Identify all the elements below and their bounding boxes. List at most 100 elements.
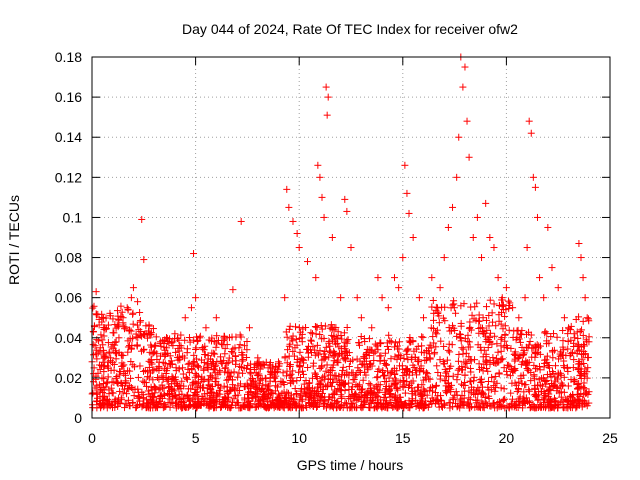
roti-point-bg: [169, 374, 177, 382]
roti-point: [92, 288, 100, 296]
roti-point-bg: [550, 346, 558, 354]
roti-point: [533, 213, 541, 221]
roti-point-bg: [467, 383, 475, 391]
roti-point: [192, 294, 200, 302]
roti-point-bg: [531, 384, 539, 392]
roti-point-bg: [414, 383, 422, 391]
roti-point-bg: [129, 309, 137, 317]
roti-point-bg: [490, 300, 498, 308]
x-tick-label: 0: [88, 430, 96, 446]
roti-point-bg: [450, 324, 458, 332]
roti-point-bg: [441, 365, 449, 373]
roti-point-bg: [414, 386, 422, 394]
roti-point: [490, 244, 498, 252]
y-tick-label: 0.1: [63, 209, 83, 225]
roti-point-bg: [143, 334, 151, 342]
roti-point-bg: [329, 361, 337, 369]
roti-point: [415, 294, 423, 302]
roti-point-bg: [373, 374, 381, 382]
roti-point: [229, 286, 237, 294]
roti-point-bg: [139, 377, 147, 385]
roti-point-bg: [396, 378, 404, 386]
roti-point-bg: [187, 385, 195, 393]
roti-point-bg: [497, 384, 505, 392]
roti-point-bg: [473, 299, 481, 307]
roti-point-bg: [318, 325, 326, 333]
roti-point-bg: [110, 360, 118, 368]
roti-point-bg: [419, 333, 427, 341]
y-tick-label: 0.14: [55, 129, 82, 145]
roti-point-bg: [239, 357, 247, 365]
roti-point-bg: [307, 329, 315, 337]
roti-point-bg: [174, 334, 182, 342]
roti-point-bg: [559, 351, 567, 359]
roti-point-bg: [166, 352, 174, 360]
y-tick-label: 0.04: [55, 330, 82, 346]
roti-point-bg: [119, 389, 127, 397]
roti-point-bg: [447, 362, 455, 370]
roti-point-bg: [429, 296, 437, 304]
roti-point-bg: [466, 318, 474, 326]
roti-point-bg: [430, 339, 438, 347]
roti-point: [328, 234, 336, 241]
roti-point-bg: [384, 345, 392, 353]
roti-point: [469, 234, 477, 241]
x-tick-label: 10: [291, 430, 307, 446]
roti-point-bg: [234, 373, 242, 381]
roti-point-bg: [152, 341, 160, 349]
roti-point-bg: [303, 345, 311, 353]
roti-point: [486, 234, 494, 241]
roti-point-bg: [382, 361, 390, 369]
roti-point-bg: [145, 374, 153, 382]
roti-point: [536, 274, 544, 282]
roti-point: [459, 83, 467, 91]
roti-point-bg: [564, 330, 572, 338]
roti-point: [314, 161, 322, 169]
roti-point-bg: [434, 392, 442, 400]
roti-point-bg: [458, 380, 466, 388]
roti-point-bg: [498, 302, 506, 310]
roti-point: [293, 229, 301, 237]
roti-point-bg: [182, 374, 190, 382]
roti-point-bg: [124, 305, 132, 313]
roti-point: [401, 161, 409, 169]
roti-point-bg: [241, 342, 249, 350]
roti-point-bg: [150, 366, 158, 374]
roti-point-bg: [427, 324, 435, 332]
roti-point-bg: [508, 395, 516, 403]
roti-point-bg: [292, 335, 300, 343]
roti-point-bg: [331, 372, 339, 380]
y-tick-label: 0.16: [55, 89, 82, 105]
roti-point-bg: [452, 309, 460, 317]
roti-point-bg: [124, 348, 132, 356]
roti-point-bg: [296, 373, 304, 381]
roti-point-bg: [317, 322, 325, 330]
roti-point-bg: [346, 357, 354, 365]
roti-point-bg: [139, 367, 147, 375]
roti-point-bg: [89, 327, 97, 335]
roti-point-bg: [574, 334, 582, 342]
roti-point-bg: [474, 384, 482, 392]
roti-point-bg: [391, 353, 399, 361]
roti-point-bg: [232, 360, 240, 368]
roti-point-bg: [489, 318, 497, 326]
roti-point-bg: [559, 343, 567, 351]
y-tick-label: 0.02: [55, 370, 82, 386]
roti-point-bg: [406, 403, 414, 411]
roti-point: [312, 274, 320, 282]
roti-point: [322, 83, 330, 91]
roti-point: [444, 223, 452, 231]
roti-point: [391, 274, 399, 282]
roti-point-bg: [411, 354, 419, 362]
roti-point: [347, 244, 355, 252]
roti-point-bg: [177, 331, 185, 339]
roti-point-bg: [89, 304, 97, 312]
roti-point-bg: [482, 400, 490, 408]
x-tick-label: 25: [602, 430, 618, 446]
roti-point: [463, 117, 471, 125]
roti-point-bg: [428, 303, 436, 311]
roti-point-bg: [433, 362, 441, 370]
roti-point-bg: [236, 387, 244, 395]
roti-point-bg: [227, 386, 235, 394]
